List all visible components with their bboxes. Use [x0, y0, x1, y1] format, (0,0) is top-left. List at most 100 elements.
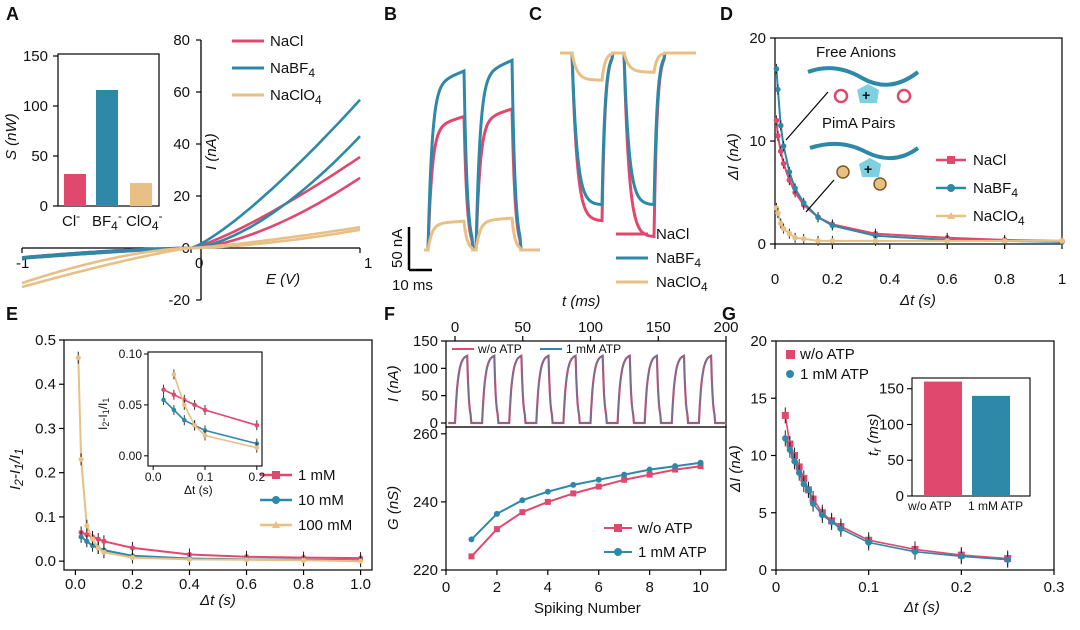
f-top-y-tick-label: 150	[413, 333, 438, 350]
a-y-tick-label: -20	[168, 292, 190, 309]
b-trace-nabf4	[424, 57, 540, 252]
d-point-nabf4	[777, 122, 784, 129]
e-point-100mm	[89, 536, 96, 542]
e-y-tick-label: 0.0	[35, 553, 56, 570]
d-annotation-free-anions: Free Anions	[816, 44, 896, 61]
f-bottom-x-tick-label: 8	[645, 579, 653, 596]
g-inset-y-tick-label: 50	[887, 452, 904, 469]
c-legend-nacl: NaCl	[656, 226, 689, 243]
g-inset-y-ticks: 0 50 100 150	[879, 381, 912, 505]
a-curves	[21, 98, 361, 289]
f-bottom-x-tick-label: 4	[544, 579, 552, 596]
f-bottom-point-wo	[493, 526, 500, 533]
g-point-atp	[782, 435, 789, 442]
f-bottom-point-wo	[672, 466, 679, 473]
d-x-tick-label: 0.4	[879, 271, 900, 288]
e-y-tick-label: 0.1	[35, 509, 56, 526]
a-curve-naclo4	[21, 246, 192, 289]
d-point-naclo4	[773, 205, 780, 211]
d-x-ticks: 0 0.2 0.4 0.6 0.8 1	[771, 244, 1066, 288]
f-bottom-point-wo	[519, 509, 526, 516]
e-point-100mm	[75, 355, 81, 361]
b-scale-y-label: 50 nA	[389, 229, 406, 268]
d-point-naclo4	[792, 235, 798, 241]
e-inset-point	[171, 392, 177, 398]
d-plus-icon-2: +	[864, 161, 872, 177]
d-x-tick-label: 0.2	[822, 271, 843, 288]
a-x-tick-label: 0	[195, 255, 203, 272]
f-bottom-point-atp	[570, 481, 577, 488]
g-point-atp	[911, 548, 919, 555]
f-top-x-tick-label: 100	[578, 319, 603, 336]
a-curve-nabf4	[21, 246, 191, 259]
d-legend-nabf4: NaBF4	[973, 180, 1018, 200]
a-legend-nabf4: NaBF4	[270, 60, 315, 80]
d-annotation-pima-pairs: PimA Pairs	[822, 115, 895, 132]
f-bottom-point-atp	[519, 497, 526, 504]
g-point-atp	[819, 511, 826, 519]
a-inset-y-tick-label: 150	[23, 48, 48, 65]
d-legend-marker-naclo4	[947, 212, 955, 219]
d-point-naclo4	[775, 210, 781, 216]
f-top-x-label: t (ms)	[562, 293, 600, 310]
d-point-naclo4	[1059, 238, 1065, 244]
a-legend: NaCl NaBF4 NaClO4	[232, 33, 322, 107]
a-inset-y-tick-label: 0	[40, 198, 48, 215]
d-x-tick-label: 0.6	[937, 271, 958, 288]
e-inset-point	[202, 433, 208, 438]
e-point-1mm	[129, 545, 136, 551]
d-point-nabf4	[829, 222, 836, 229]
e-inset-point	[161, 387, 166, 392]
a-legend-nacl: NaCl	[270, 33, 303, 50]
d-y-tick-label: 0	[758, 236, 766, 253]
f-bottom-point-atp	[544, 488, 551, 495]
d-legend-marker-nabf4	[947, 184, 955, 192]
f-bot-legend-marker-wo	[614, 524, 622, 532]
e-inset-point	[192, 422, 197, 428]
e-inset-curves	[161, 369, 260, 453]
panel-c-spikes: NaCl NaBF4 NaClO4	[560, 51, 708, 294]
d-point-nacl	[777, 148, 784, 155]
d-y-tick-label: 10	[749, 133, 766, 150]
f-bottom-point-wo	[544, 498, 551, 505]
g-inset-bar-atp	[972, 395, 1010, 496]
g-inset-y-tick-label: 150	[879, 381, 904, 398]
f-bottom-point-atp	[595, 476, 602, 483]
d-point-nabf4	[775, 86, 781, 93]
d-free-anion-icon-2	[896, 88, 912, 104]
d-arrow-free	[785, 91, 829, 141]
f-bot-legend-wo: w/o ATP	[637, 520, 693, 537]
e-inset-x-tick-label: 0.1	[197, 470, 214, 484]
f-bottom-point-wo	[595, 483, 602, 490]
d-point-nacl	[775, 133, 781, 139]
a-curve-nabf4	[190, 98, 361, 250]
f-bottom-x-ticks: 0 2 4 6 8 10	[442, 570, 709, 596]
f-bottom-point-wo	[468, 553, 475, 560]
f-bottom-point-atp	[493, 510, 500, 517]
g-point-atp	[800, 480, 807, 488]
e-inset-point	[202, 407, 208, 413]
g-y-tick-label: 5	[759, 505, 767, 522]
e-point-100mm	[243, 557, 250, 563]
d-y-label: ΔI (nA)	[725, 133, 742, 181]
g-inset-bar-chart: 0 50 100 150 tr (ms) w/o ATP 1 mM ATP	[865, 377, 1031, 513]
d-point-nabf4	[800, 200, 807, 206]
panel-label-c: C	[529, 4, 542, 24]
g-point-wo	[781, 411, 789, 419]
e-inset-point	[254, 445, 260, 450]
f-top-x-tick-label: 50	[514, 319, 531, 336]
e-inset-line	[162, 399, 257, 445]
d-point-nabf4	[792, 185, 798, 192]
e-legend-marker-100mm	[272, 521, 280, 528]
f-top-y-label: I (nA)	[385, 365, 402, 402]
a-legend-naclo4: NaClO4	[270, 87, 322, 107]
a-inset-bar-clo	[130, 183, 152, 206]
e-inset-point	[202, 428, 208, 433]
g-legend-marker-atp	[786, 370, 794, 378]
a-inset-bar-cl	[64, 174, 86, 206]
c-trace-naclo4	[560, 51, 696, 82]
d-curves	[773, 63, 1065, 247]
f-bottom-line-wo	[470, 465, 701, 558]
d-point-nacl	[773, 117, 780, 124]
